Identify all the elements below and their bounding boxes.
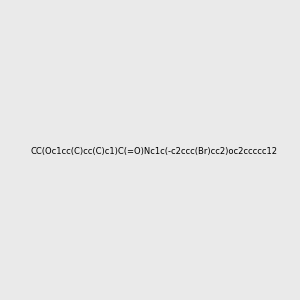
- Text: CC(Oc1cc(C)cc(C)c1)C(=O)Nc1c(-c2ccc(Br)cc2)oc2ccccc12: CC(Oc1cc(C)cc(C)c1)C(=O)Nc1c(-c2ccc(Br)c…: [30, 147, 277, 156]
